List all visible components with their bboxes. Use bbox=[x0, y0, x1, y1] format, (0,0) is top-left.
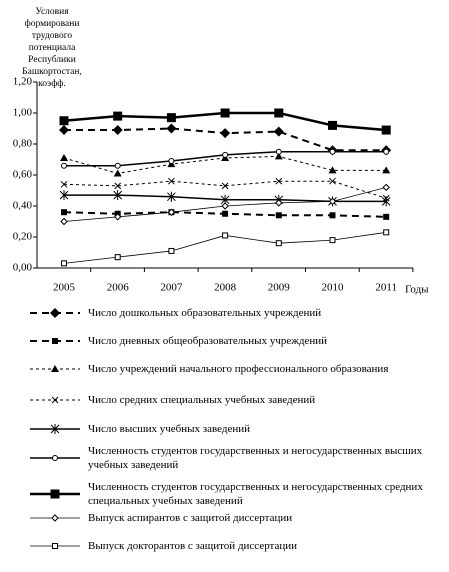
legend-label: Число учреждений начального профессионал… bbox=[88, 363, 389, 375]
legend-marker bbox=[51, 514, 59, 522]
x-tick-label: 2008 bbox=[214, 282, 237, 294]
marker bbox=[59, 116, 69, 126]
legend-label: Численность студентов государственных и … bbox=[88, 445, 423, 471]
marker bbox=[113, 190, 123, 201]
y-axis-label: коэфф. bbox=[38, 78, 66, 89]
x-tick-label: 2007 bbox=[160, 282, 183, 294]
marker bbox=[329, 177, 336, 185]
x-tick-label: 2009 bbox=[268, 282, 291, 294]
marker bbox=[112, 125, 123, 136]
legend-marker bbox=[52, 338, 58, 344]
marker bbox=[382, 166, 391, 174]
legend-label: Число дневных общеобразовательных учрежд… bbox=[88, 335, 327, 347]
legend-marker bbox=[50, 489, 60, 499]
marker bbox=[114, 162, 121, 169]
legend-marker bbox=[52, 455, 58, 461]
marker bbox=[60, 217, 68, 226]
marker bbox=[61, 209, 67, 216]
marker bbox=[167, 191, 176, 202]
marker bbox=[166, 123, 177, 134]
marker bbox=[275, 177, 283, 185]
y-tick-label: 0,20 bbox=[13, 231, 33, 243]
y-tick-label: 1,20 bbox=[13, 76, 33, 88]
marker bbox=[220, 108, 230, 118]
y-axis-label: формировани bbox=[25, 18, 80, 29]
legend-marker bbox=[52, 543, 58, 549]
marker bbox=[114, 254, 121, 261]
marker bbox=[222, 210, 229, 217]
y-tick-label: 1,00 bbox=[13, 107, 33, 119]
x-axis-label: Годы bbox=[405, 284, 429, 296]
legend-marker bbox=[50, 424, 60, 434]
marker bbox=[329, 237, 336, 244]
marker bbox=[275, 240, 282, 247]
legend-marker bbox=[51, 365, 59, 372]
y-tick-label: 0,40 bbox=[13, 200, 33, 212]
marker bbox=[221, 202, 229, 210]
marker bbox=[329, 212, 336, 219]
marker bbox=[328, 197, 337, 206]
marker bbox=[59, 125, 69, 136]
legend-label: Число дошкольных образовательных учрежде… bbox=[88, 307, 322, 319]
marker bbox=[382, 183, 390, 192]
marker bbox=[383, 148, 390, 155]
marker bbox=[61, 260, 67, 267]
marker bbox=[222, 151, 229, 158]
marker bbox=[168, 247, 175, 254]
y-axis-label: Условия bbox=[35, 7, 69, 17]
marker bbox=[114, 182, 122, 190]
marker bbox=[329, 148, 336, 155]
marker bbox=[381, 196, 391, 207]
x-tick-label: 2011 bbox=[375, 282, 397, 294]
y-tick-label: 0,60 bbox=[13, 169, 33, 181]
marker bbox=[275, 148, 282, 155]
marker bbox=[274, 108, 284, 118]
legend-label: Численность студентов государственных и … bbox=[88, 481, 423, 507]
marker bbox=[168, 158, 175, 165]
x-tick-label: 2006 bbox=[107, 282, 130, 294]
legend-label: Выпуск аспирантов с защитой диссертации bbox=[88, 512, 293, 524]
x-tick-label: 2005 bbox=[53, 282, 76, 294]
marker bbox=[220, 128, 231, 139]
marker bbox=[61, 162, 67, 169]
x-tick-label: 2010 bbox=[322, 282, 345, 294]
marker bbox=[383, 213, 390, 220]
marker bbox=[60, 180, 68, 188]
marker bbox=[167, 208, 176, 216]
y-axis-label: потенциала bbox=[29, 43, 76, 53]
marker bbox=[113, 169, 122, 177]
marker bbox=[168, 177, 175, 185]
y-axis-label: Республики bbox=[28, 54, 76, 65]
marker bbox=[166, 113, 176, 123]
marker bbox=[273, 126, 284, 137]
marker bbox=[328, 166, 337, 174]
legend-marker bbox=[51, 396, 59, 404]
y-tick-label: 0,80 bbox=[13, 138, 33, 150]
marker bbox=[113, 111, 123, 121]
legend-marker bbox=[50, 308, 60, 318]
marker bbox=[59, 190, 69, 201]
marker bbox=[275, 212, 282, 219]
marker bbox=[222, 232, 229, 239]
marker bbox=[221, 182, 229, 190]
marker bbox=[328, 120, 337, 130]
legend-label: Выпуск докторантов с защитой диссертации bbox=[88, 540, 298, 552]
y-axis-label: трудового bbox=[32, 31, 72, 41]
y-tick-label: 0,00 bbox=[13, 262, 33, 274]
marker bbox=[60, 153, 68, 161]
marker bbox=[113, 213, 122, 221]
y-axis-label: Башкортостан, bbox=[22, 67, 82, 77]
marker bbox=[274, 152, 283, 160]
marker bbox=[383, 229, 390, 236]
legend-label: Число высших учебных заведений bbox=[88, 423, 251, 435]
marker bbox=[275, 199, 283, 207]
legend-label: Число средних специальных учебных заведе… bbox=[88, 394, 316, 406]
marker bbox=[381, 125, 391, 135]
